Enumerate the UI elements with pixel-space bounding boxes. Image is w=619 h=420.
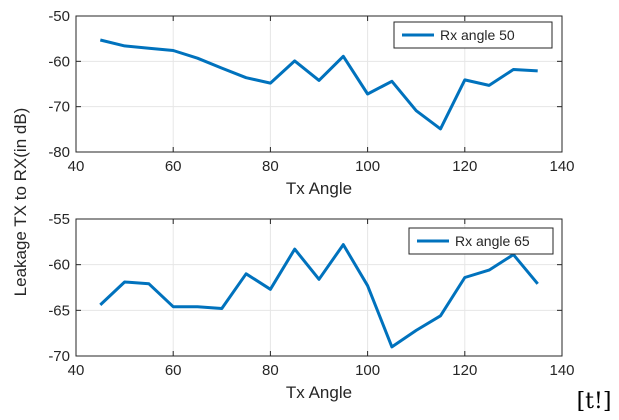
plot-1: 40 60 80 100 120 140 -80 -70 -60 -50 Tx Angle Rx an… [48, 8, 574, 198]
plot-2-x-tick-label: 100 [355, 362, 380, 379]
plot-1-legend-label: Rx angle 50 [440, 27, 515, 43]
plot-1-series-line [99, 38, 538, 131]
plot-2-y-tick-label: -70 [48, 348, 70, 365]
plot-2-legend-label: Rx angle 65 [455, 233, 530, 249]
plot-1-x-axis-label: Tx Angle [286, 179, 352, 198]
plot-2-y-tick-label: -55 [48, 211, 70, 228]
plot-2-x-tick-label: 80 [262, 362, 279, 379]
plot-1-legend: Rx angle 50 [393, 21, 553, 49]
plot-1-x-tick-label: 80 [262, 158, 279, 175]
plot-2-y-tick-label: -65 [48, 302, 70, 319]
plot-1-y-tick-label: -70 [48, 99, 70, 116]
plot-1-x-tick-label: 100 [355, 158, 380, 175]
plot-1-y-tick-label: -50 [48, 8, 70, 25]
plot-1-y-tick-label: -60 [48, 53, 70, 70]
plot-1-x-tick-label: 60 [165, 158, 182, 175]
plot-2-x-tick-label: 40 [68, 362, 85, 379]
plot-2-axes-frame [75, 218, 563, 357]
plot-1-y-tick-label: -80 [48, 144, 70, 161]
plot-1-x-tick-label: 120 [452, 158, 477, 175]
plot-2-x-tick-label: 60 [165, 362, 182, 379]
plot-2-x-axis-label: Tx Angle [286, 383, 352, 402]
plot-1-x-tick-label: 40 [68, 158, 85, 175]
plot-1-x-tick-label: 140 [549, 158, 574, 175]
plot-1-axes-frame [75, 15, 563, 153]
plot-2-x-tick-label: 140 [549, 362, 574, 379]
plot-2: 40 60 80 100 120 140 -70 -65 -60 -55 Tx Angle Rx an… [48, 211, 574, 402]
plot-2-series-line [99, 243, 539, 349]
stray-latex-text: [t!] [577, 389, 612, 414]
plot-2-y-tick-label: -60 [48, 257, 70, 274]
plot-2-legend: Rx angle 65 [408, 227, 554, 255]
shared-y-axis-label: Leakage TX to RX(in dB) [11, 108, 30, 297]
plot-2-x-tick-label: 120 [452, 362, 477, 379]
